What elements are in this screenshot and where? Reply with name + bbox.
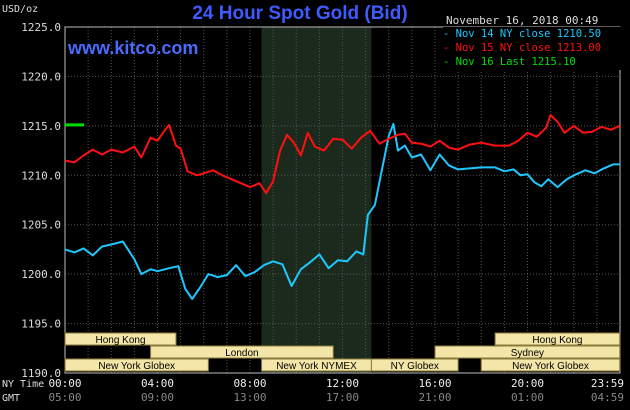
session-label: New York Globex <box>98 361 175 372</box>
series-line-0 <box>64 122 620 300</box>
y-tick-label: 1205.0 <box>21 219 61 232</box>
x-tick-gmt: 04:59 <box>591 391 624 404</box>
x-tick-ny: 23:59 <box>591 377 624 390</box>
x-label-gmt: GMT <box>2 393 20 404</box>
session-bar <box>370 358 459 372</box>
y-tick-label: 1220.0 <box>21 70 61 83</box>
x-tick-ny: 00:00 <box>48 377 81 390</box>
x-tick-ny: 08:00 <box>233 377 266 390</box>
y-tick-label: 1215.0 <box>21 120 61 133</box>
session-label: New York NYMEX <box>276 361 357 372</box>
session-label: NY Globex <box>391 361 439 372</box>
legend: - Nov 14 NY close 1210.50 - Nov 15 NY cl… <box>443 27 621 70</box>
session-bar <box>434 345 621 359</box>
x-tick-gmt: 17:00 <box>326 391 359 404</box>
session-bar <box>64 332 177 346</box>
session-label: Sydney <box>511 348 544 359</box>
y-tick-label: 1195.0 <box>21 318 61 331</box>
legend-item-nov16: - Nov 16 Last 1215.10 <box>443 56 576 68</box>
chart-title: 24 Hour Spot Gold (Bid) <box>192 3 408 24</box>
x-tick-gmt: 09:00 <box>141 391 174 404</box>
y-tick-label: 1225.0 <box>21 21 61 34</box>
x-tick-gmt: 13:00 <box>233 391 266 404</box>
x-tick-ny: 12:00 <box>326 377 359 390</box>
session-label: New York Globex <box>512 361 589 372</box>
session-bar <box>150 345 334 359</box>
legend-item-nov15: - Nov 15 NY close 1213.00 <box>443 42 602 54</box>
x-tick-gmt: 05:00 <box>48 391 81 404</box>
session-label: Hong Kong <box>532 335 582 346</box>
x-label-ny: NY Time <box>2 379 44 390</box>
unit-label: USD/oz <box>2 4 39 15</box>
site-url[interactable]: www.kitco.com <box>68 38 199 58</box>
session-bar <box>494 332 621 346</box>
x-tick-gmt: 21:00 <box>418 391 451 404</box>
legend-item-nov14: - Nov 14 NY close 1210.50 <box>443 28 602 40</box>
x-tick-ny: 16:00 <box>418 377 451 390</box>
x-tick-gmt: 01:00 <box>511 391 544 404</box>
x-tick-ny: 04:00 <box>141 377 174 390</box>
y-tick-label: 1190.0 <box>21 367 61 380</box>
session-label: Hong Kong <box>95 335 145 346</box>
date-stamp: November 16, 2018 00:49 <box>446 14 599 27</box>
y-tick-label: 1210.0 <box>21 169 61 182</box>
session-bar <box>64 358 209 372</box>
nymex-highlight <box>261 27 372 373</box>
series-line-1 <box>64 114 621 195</box>
y-tick-label: 1200.0 <box>21 268 61 281</box>
session-label: London <box>225 348 258 359</box>
x-tick-ny: 20:00 <box>511 377 544 390</box>
session-bar <box>480 358 621 372</box>
plot-frame <box>64 26 621 374</box>
